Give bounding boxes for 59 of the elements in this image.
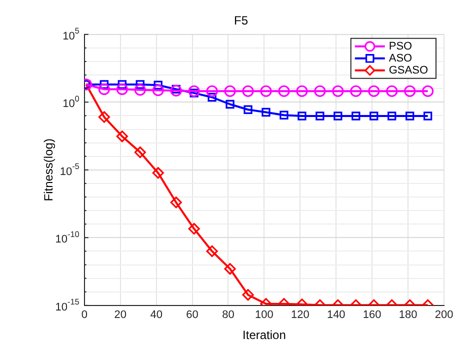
legend-label: ASO bbox=[388, 52, 413, 64]
point bbox=[188, 85, 200, 97]
x-tick-label: 40 bbox=[150, 309, 162, 322]
point bbox=[244, 105, 252, 114]
point bbox=[190, 88, 198, 98]
point bbox=[134, 84, 146, 96]
point bbox=[224, 85, 236, 97]
point bbox=[278, 85, 290, 97]
x-tick-label: 200 bbox=[434, 309, 454, 322]
point bbox=[116, 130, 128, 142]
point bbox=[206, 85, 218, 97]
point bbox=[116, 83, 128, 96]
point bbox=[154, 80, 162, 90]
chart-title: F5 bbox=[234, 14, 248, 28]
point bbox=[208, 92, 216, 102]
point bbox=[98, 83, 110, 96]
legend-label: PSO bbox=[388, 40, 413, 52]
point bbox=[242, 85, 254, 97]
x-tick-label: 80 bbox=[222, 309, 234, 322]
point bbox=[298, 112, 306, 120]
x-tick-label: 160 bbox=[362, 309, 382, 322]
x-tick-label: 100 bbox=[255, 309, 274, 322]
point bbox=[170, 84, 182, 96]
point bbox=[352, 112, 360, 120]
point bbox=[422, 85, 434, 97]
point bbox=[368, 85, 380, 97]
point bbox=[100, 80, 109, 89]
point bbox=[170, 196, 182, 208]
y-axis-title: Fitness(log) bbox=[42, 138, 56, 202]
x-tick-label: 140 bbox=[326, 309, 346, 322]
point bbox=[226, 100, 234, 109]
point bbox=[118, 80, 126, 89]
x-tick-label: 60 bbox=[186, 309, 198, 322]
point bbox=[316, 112, 324, 120]
point bbox=[314, 85, 326, 97]
point bbox=[334, 112, 342, 120]
x-tick-label: 20 bbox=[114, 309, 126, 322]
point bbox=[350, 85, 362, 97]
point bbox=[152, 84, 164, 96]
point bbox=[136, 80, 144, 89]
legend-label: GSASO bbox=[388, 64, 428, 76]
point bbox=[280, 110, 288, 120]
x-tick-label: 120 bbox=[290, 309, 310, 322]
point bbox=[423, 112, 432, 120]
x-axis-title: Iteration bbox=[242, 328, 286, 342]
point bbox=[260, 85, 272, 97]
point bbox=[404, 85, 416, 97]
point bbox=[388, 112, 396, 120]
x-tick-label: 180 bbox=[398, 309, 418, 322]
point bbox=[152, 167, 164, 179]
point bbox=[332, 85, 344, 97]
point bbox=[370, 112, 378, 120]
point bbox=[134, 146, 146, 158]
point bbox=[98, 111, 110, 123]
x-tick-label: 0 bbox=[81, 309, 88, 322]
point bbox=[386, 85, 398, 97]
point bbox=[296, 85, 308, 97]
point bbox=[262, 108, 270, 117]
point bbox=[406, 112, 414, 120]
